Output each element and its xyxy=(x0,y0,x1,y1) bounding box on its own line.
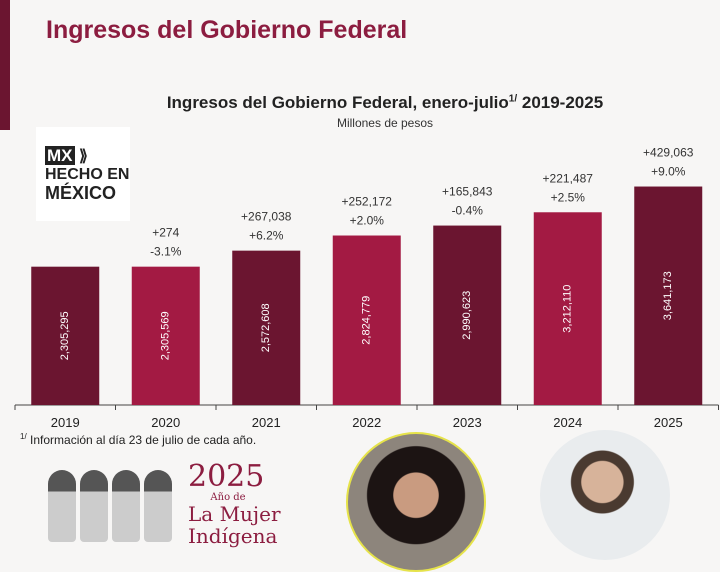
bar-2025 xyxy=(634,186,703,405)
bar-2020 xyxy=(131,266,200,405)
x-tick-label: 2021 xyxy=(252,415,281,430)
x-tick-label: 2022 xyxy=(352,415,381,430)
bar-2019 xyxy=(31,266,100,405)
change-pct-label: +2.5% xyxy=(551,190,586,204)
accent-stripe xyxy=(0,0,10,130)
bar-value-label: 2,824,779 xyxy=(361,296,373,345)
x-tick-label: 2024 xyxy=(553,415,582,430)
chart-title: Ingresos del Gobierno Federal, enero-jul… xyxy=(166,93,604,112)
x-tick-label: 2023 xyxy=(453,415,482,430)
x-tick-label: 2019 xyxy=(51,415,80,430)
bar-2023 xyxy=(433,225,502,405)
bar-value-label: 2,305,569 xyxy=(160,311,172,360)
x-tick-label: 2025 xyxy=(654,415,683,430)
bar-value-label: 3,641,173 xyxy=(662,271,674,320)
change-abs-label: +165,843 xyxy=(442,185,493,199)
year-banner: 2025 Año de La Mujer Indígena xyxy=(188,459,281,548)
change-abs-label: +429,063 xyxy=(643,146,694,160)
change-pct-label: +2.0% xyxy=(350,214,385,228)
change-pct-label: -3.1% xyxy=(150,245,182,259)
change-pct-label: -0.4% xyxy=(452,204,484,218)
change-pct-label: +6.2% xyxy=(249,229,284,243)
x-tick-label: 2020 xyxy=(151,415,180,430)
portrait-photo-left xyxy=(346,432,486,572)
bar-value-label: 2,572,608 xyxy=(260,303,272,352)
bar-value-label: 3,212,110 xyxy=(562,285,574,333)
bar-value-label: 2,305,295 xyxy=(59,311,71,360)
change-abs-label: +221,487 xyxy=(543,171,594,185)
change-abs-label: +267,038 xyxy=(241,210,292,224)
bar-2024 xyxy=(533,212,602,405)
hecho-en-mexico-logo: MX ⟫ HECHO EN MÉXICO xyxy=(36,127,130,221)
bar-chart: 2,305,295 2019 2,305,569 2020 +274 -3.1% 2,572… xyxy=(14,146,719,430)
indigenous-women-illustration xyxy=(48,460,178,542)
bar-2022 xyxy=(332,235,401,405)
change-abs-label: +274 xyxy=(152,226,179,240)
bar-2021 xyxy=(232,250,301,405)
portrait-photo-right xyxy=(540,430,670,560)
change-abs-label: +252,172 xyxy=(342,195,393,209)
footnote: 1/ Información al día 23 de julio de cad… xyxy=(20,432,257,447)
bar-value-label: 2,990,623 xyxy=(461,291,473,340)
page-title: Ingresos del Gobierno Federal xyxy=(46,16,408,44)
change-pct-label: +9.0% xyxy=(651,165,686,179)
chart-subtitle: Millones de pesos xyxy=(336,116,434,130)
